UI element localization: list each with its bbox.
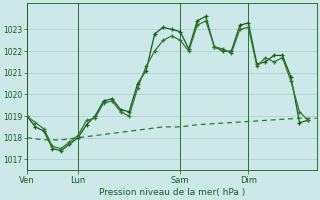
X-axis label: Pression niveau de la mer( hPa ): Pression niveau de la mer( hPa ) <box>99 188 245 197</box>
